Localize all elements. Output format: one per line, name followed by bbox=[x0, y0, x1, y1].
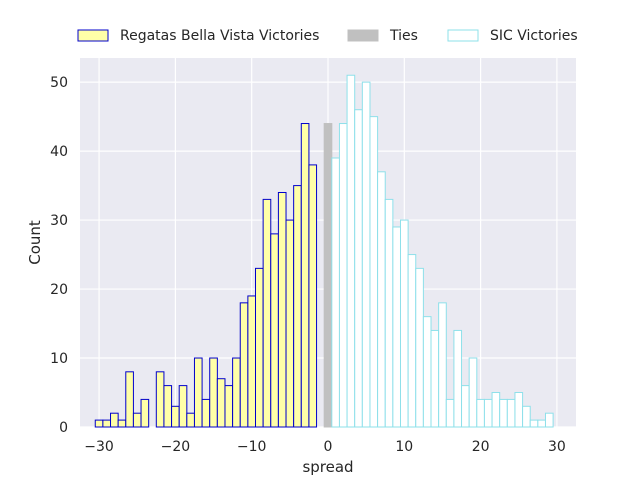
bar-regatas-bella-vista-victories bbox=[247, 295, 257, 428]
bar-regatas-bella-vista-victories bbox=[171, 405, 180, 428]
x-axis-label: spread bbox=[302, 458, 353, 476]
legend-swatch bbox=[77, 29, 109, 42]
bar-sic-victories bbox=[461, 385, 470, 428]
bar-regatas-bella-vista-victories bbox=[262, 198, 272, 428]
bar-regatas-bella-vista-victories bbox=[308, 164, 318, 428]
legend-label: SIC Victories bbox=[490, 28, 578, 44]
y-tick-labels: 0 10 20 30 40 50 bbox=[50, 75, 68, 436]
bar-sic-victories bbox=[529, 419, 539, 428]
bar-sic-victories bbox=[544, 412, 554, 428]
bar-sic-victories bbox=[483, 398, 493, 428]
bar-sic-victories bbox=[399, 219, 409, 428]
bar-regatas-bella-vista-victories bbox=[140, 398, 150, 428]
bar-regatas-bella-vista-victories bbox=[232, 357, 241, 428]
bar-regatas-bella-vista-victories bbox=[239, 302, 249, 428]
bar-sic-victories bbox=[361, 81, 371, 428]
bar-regatas-bella-vista-victories bbox=[277, 191, 287, 428]
bar-sic-victories bbox=[392, 226, 401, 428]
bar-regatas-bella-vista-victories bbox=[201, 398, 211, 428]
bar-regatas-bella-vista-victories bbox=[216, 378, 226, 428]
x-tick-label: −30 bbox=[84, 439, 114, 455]
bar-regatas-bella-vista-victories bbox=[255, 267, 264, 428]
bar-regatas-bella-vista-victories bbox=[209, 357, 218, 428]
bar-sic-victories bbox=[453, 329, 463, 428]
y-tick-label: 40 bbox=[50, 144, 68, 160]
x-tick-label: 10 bbox=[395, 439, 413, 455]
bar-sic-victories bbox=[468, 357, 478, 428]
bar-sic-victories bbox=[354, 109, 363, 428]
legend-swatch bbox=[447, 29, 479, 42]
x-tick-label: −20 bbox=[161, 439, 191, 455]
bar-sic-victories bbox=[338, 123, 348, 428]
bar-sic-victories bbox=[430, 329, 440, 428]
legend-label: Ties bbox=[389, 28, 418, 44]
bar-regatas-bella-vista-victories bbox=[94, 419, 104, 428]
bar-sic-victories bbox=[445, 398, 455, 428]
bar-regatas-bella-vista-victories bbox=[125, 371, 134, 428]
bar-regatas-bella-vista-victories bbox=[110, 412, 119, 428]
y-tick-label: 20 bbox=[50, 282, 68, 298]
x-tick-label: 30 bbox=[548, 439, 566, 455]
bar-sic-victories bbox=[415, 267, 424, 428]
y-tick-label: 50 bbox=[50, 75, 68, 91]
bar-regatas-bella-vista-victories bbox=[270, 233, 279, 428]
bar-sic-victories bbox=[346, 74, 356, 428]
bar-regatas-bella-vista-victories bbox=[178, 385, 188, 428]
bar-regatas-bella-vista-victories bbox=[285, 219, 295, 428]
bar-ties bbox=[323, 123, 333, 428]
y-tick-label: 30 bbox=[50, 213, 68, 229]
x-tick-label: −10 bbox=[237, 439, 267, 455]
bar-regatas-bella-vista-victories bbox=[224, 385, 234, 428]
bar-sic-victories bbox=[369, 116, 379, 428]
bar-sic-victories bbox=[537, 419, 546, 428]
legend: Regatas Bella Vista Victories Ties SIC Vic… bbox=[77, 28, 578, 44]
bar-sic-victories bbox=[331, 157, 340, 428]
bar-sic-victories bbox=[422, 316, 432, 428]
bar-regatas-bella-vista-victories bbox=[293, 185, 302, 428]
bar-regatas-bella-vista-victories bbox=[155, 371, 165, 428]
x-tick-label: 0 bbox=[324, 439, 333, 455]
bar-sic-victories bbox=[499, 398, 508, 428]
bar-sic-victories bbox=[491, 392, 501, 428]
bar-regatas-bella-vista-victories bbox=[132, 412, 142, 428]
x-tick-label: 20 bbox=[472, 439, 490, 455]
bar-regatas-bella-vista-victories bbox=[163, 385, 173, 428]
y-tick-label: 10 bbox=[50, 351, 68, 367]
bar-regatas-bella-vista-victories bbox=[102, 419, 112, 428]
bar-regatas-bella-vista-victories bbox=[193, 357, 203, 428]
bar-sic-victories bbox=[522, 405, 531, 428]
bar-sic-victories bbox=[407, 254, 417, 428]
bar-sic-victories bbox=[377, 171, 386, 428]
bar-sic-victories bbox=[514, 392, 524, 428]
legend-label: Regatas Bella Vista Victories bbox=[120, 28, 319, 44]
bar-regatas-bella-vista-victories bbox=[117, 419, 127, 428]
bar-regatas-bella-vista-victories bbox=[300, 123, 310, 428]
bar-sic-victories bbox=[506, 398, 516, 428]
y-axis-label: Count bbox=[26, 220, 44, 265]
bar-sic-victories bbox=[438, 302, 447, 428]
y-tick-label: 0 bbox=[59, 420, 68, 436]
bars bbox=[94, 74, 554, 428]
x-tick-labels: −30 −20 −10 0 10 20 30 bbox=[84, 439, 566, 455]
bar-regatas-bella-vista-victories bbox=[186, 412, 195, 428]
bar-sic-victories bbox=[384, 198, 394, 428]
bar-sic-victories bbox=[476, 398, 485, 428]
legend-swatch bbox=[347, 29, 379, 42]
